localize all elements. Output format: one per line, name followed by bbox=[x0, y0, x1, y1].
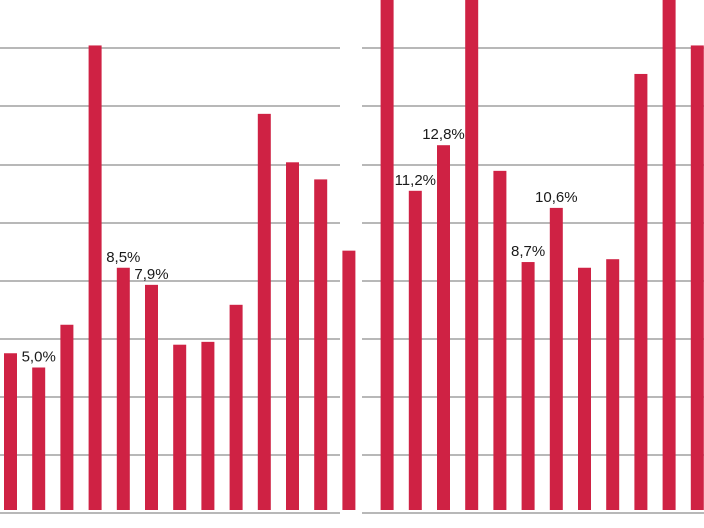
bar bbox=[60, 324, 74, 510]
bar bbox=[286, 162, 299, 511]
bar bbox=[634, 73, 648, 510]
bar bbox=[408, 190, 422, 511]
bar bbox=[32, 367, 46, 510]
data-labels: 5,0% 8,5%7,9% 11,2% 12,8% 8,7% 10,6% bbox=[22, 126, 578, 365]
data-label: 5,0% bbox=[22, 349, 56, 366]
data-label: 8,7% bbox=[511, 243, 545, 260]
bar bbox=[229, 304, 243, 510]
bar bbox=[201, 341, 215, 510]
bar bbox=[437, 145, 450, 510]
bar bbox=[493, 170, 507, 510]
bar bbox=[116, 267, 130, 510]
data-label: 11,2% bbox=[395, 172, 436, 189]
data-label: 8,5% bbox=[106, 249, 140, 266]
data-label: 7,9% bbox=[134, 266, 168, 283]
bar bbox=[88, 45, 102, 510]
bar bbox=[521, 262, 535, 510]
bar bbox=[690, 45, 704, 510]
bar bbox=[465, 0, 479, 510]
bar bbox=[173, 344, 187, 510]
bar bbox=[257, 113, 271, 510]
bar bbox=[578, 267, 591, 510]
bar bbox=[145, 284, 158, 510]
bar bbox=[662, 0, 676, 510]
data-label: 10,6% bbox=[535, 189, 578, 206]
bar bbox=[4, 353, 17, 510]
bar bbox=[549, 207, 563, 510]
bar bbox=[314, 179, 328, 510]
data-label: 12,8% bbox=[422, 126, 465, 143]
bar bbox=[606, 259, 620, 510]
bar bbox=[342, 250, 356, 510]
bars bbox=[4, 0, 704, 511]
bar bbox=[380, 0, 394, 510]
